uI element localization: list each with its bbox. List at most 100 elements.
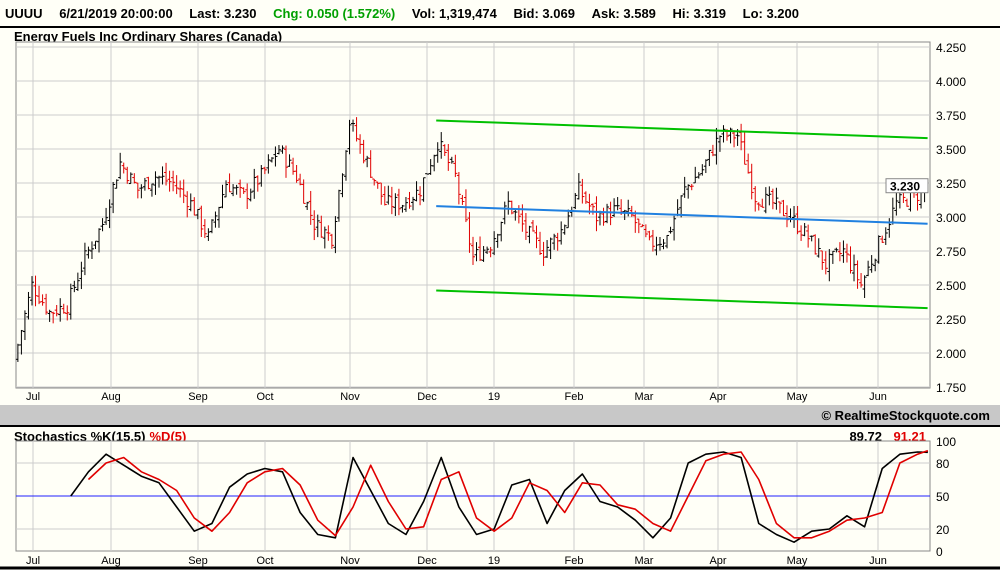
- price-bar: [488, 246, 493, 258]
- price-bar: [284, 145, 289, 178]
- price-bar: [29, 276, 34, 306]
- price-bar: [485, 246, 490, 254]
- price-bar: [224, 180, 229, 198]
- price-bar: [75, 272, 80, 291]
- price-bar: [336, 189, 341, 222]
- price-bar: [347, 119, 352, 155]
- price-bar: [449, 156, 454, 164]
- price-bar: [657, 236, 662, 251]
- price-bar: [135, 182, 140, 199]
- d-last-value: 91.21: [893, 429, 926, 444]
- price-bar: [386, 185, 391, 205]
- price-bar: [689, 184, 694, 191]
- price-month-label: Oct: [256, 391, 273, 403]
- price-bar: [481, 246, 486, 262]
- last-price-label: 3.230: [890, 180, 920, 194]
- price-bar: [361, 139, 366, 164]
- high: Hi: 3.319: [672, 6, 727, 21]
- price-bar: [414, 181, 419, 202]
- price-bar: [830, 250, 835, 264]
- price-bar: [559, 221, 564, 245]
- price-tick-label: 1.750: [936, 381, 966, 395]
- last-price-marker: [885, 178, 929, 194]
- price-bar: [707, 149, 712, 167]
- price-bar: [241, 187, 246, 194]
- price-bar: [89, 241, 94, 259]
- price-bar: [855, 260, 860, 289]
- last-price: Last: 3.230: [189, 6, 257, 21]
- price-bar: [351, 119, 356, 132]
- price-bar: [545, 240, 550, 258]
- stoch-title-d: %D(5): [150, 429, 187, 444]
- price-tick-label: 2.250: [936, 313, 966, 327]
- price-bar: [774, 187, 779, 210]
- price-bar: [294, 164, 299, 183]
- price-bar: [118, 152, 123, 180]
- price-bar: [862, 275, 867, 299]
- price-bar: [770, 188, 775, 210]
- price-bar: [280, 145, 285, 154]
- price-tick-label: 3.500: [936, 143, 966, 157]
- price-bar: [873, 258, 878, 272]
- price-tick-label: 2.000: [936, 347, 966, 361]
- price-bar: [411, 196, 416, 211]
- price-bar: [19, 329, 24, 355]
- price-bar: [781, 199, 786, 217]
- price-bar: [608, 201, 613, 226]
- price-bar: [844, 243, 849, 263]
- price-bar: [760, 198, 765, 208]
- price-bar: [58, 298, 63, 322]
- price-bar: [389, 186, 394, 215]
- price-month-label: Nov: [340, 391, 360, 403]
- bid: Bid: 3.069: [513, 6, 575, 21]
- stoch-month-label: Oct: [256, 555, 273, 567]
- price-bar: [276, 145, 281, 155]
- price-bar: [633, 210, 638, 233]
- price-bar: [51, 311, 56, 324]
- price-bar: [647, 230, 652, 241]
- price-bar: [538, 231, 543, 255]
- stoch-title: Stochastics %K(15,5) %D(5): [14, 429, 186, 444]
- price-bar: [403, 196, 408, 212]
- price-month-label: Aug: [101, 391, 121, 403]
- price-bar: [111, 181, 116, 214]
- price-bar: [463, 189, 468, 223]
- volume: Vol: 1,319,474: [411, 6, 497, 21]
- copyright: © RealtimeStockquote.com: [821, 408, 990, 423]
- price-bar: [287, 154, 292, 167]
- price-bar: [650, 229, 655, 252]
- price-bar: [142, 177, 147, 191]
- price-bar: [61, 303, 66, 314]
- price-bar: [329, 233, 334, 249]
- price-bar: [904, 198, 909, 207]
- price-bar: [749, 163, 754, 200]
- stoch-tick-label: 20: [936, 523, 950, 537]
- price-bar: [809, 235, 814, 242]
- price-bar: [372, 178, 377, 186]
- stoch-month-label: Jun: [869, 555, 887, 567]
- stoch-tick-label: 0: [936, 545, 943, 559]
- datetime: 6/21/2019 20:00:00: [59, 6, 173, 21]
- ask: Ask: 3.589: [591, 6, 656, 21]
- price-bar: [181, 179, 186, 204]
- stoch-month-label: Apr: [709, 555, 726, 567]
- price-bar: [806, 224, 811, 248]
- price-bar: [44, 293, 49, 315]
- price-bar: [883, 227, 888, 245]
- price-bar: [393, 193, 398, 216]
- price-bar: [174, 175, 179, 195]
- price-bar: [379, 182, 384, 205]
- price-month-label: Apr: [709, 391, 726, 403]
- price-bar: [255, 175, 260, 192]
- price-bar: [848, 246, 853, 274]
- price-tick-label: 4.000: [936, 75, 966, 89]
- price-bar: [199, 205, 204, 238]
- price-bar: [252, 168, 257, 199]
- price-bar: [432, 154, 437, 172]
- price-bar: [446, 144, 451, 171]
- price-bar: [220, 184, 225, 209]
- price-bar: [721, 125, 726, 143]
- price-bar: [160, 166, 165, 185]
- price-bar: [509, 200, 514, 215]
- price-bar: [40, 294, 45, 306]
